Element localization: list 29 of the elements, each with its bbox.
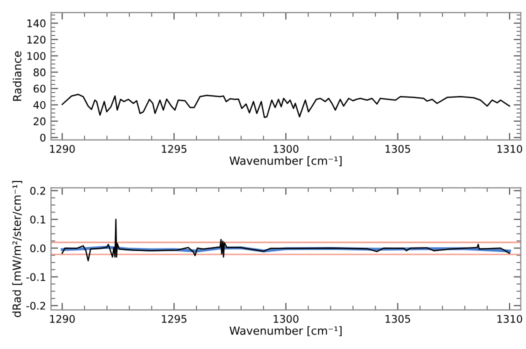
y-tick-label: -0.1 [26, 273, 46, 281]
x-tick-label: 1290 [50, 144, 75, 153]
x-tick-label: 1300 [274, 314, 298, 323]
y-tick-label: 100 [27, 52, 46, 60]
y-tick-label: 60 [34, 84, 46, 93]
y-tick-label: -0.2 [26, 302, 46, 310]
y-tick-label: 40 [33, 101, 46, 109]
x-tick-label: 1305 [386, 144, 410, 153]
x-tick-label: 1310 [497, 314, 522, 323]
x-axis-title: Wavenumber [cm⁻¹] [230, 326, 342, 336]
y-axis-title: dRad [mW/m²/ster/cm⁻¹] [12, 180, 22, 318]
y-tick-label: 120 [27, 36, 46, 44]
x-tick-label: 1310 [497, 144, 522, 153]
line-series [62, 218, 510, 262]
y-tick-label: 20 [34, 117, 46, 126]
x-axis-title: Wavenumber [cm⁻¹] [230, 156, 342, 166]
y-axis-title: Radiance [12, 51, 22, 101]
line-series [62, 94, 510, 118]
x-tick-label: 1290 [50, 314, 75, 323]
y-tick-label: 0.0 [30, 244, 46, 252]
y-tick-label: 0.1 [30, 216, 46, 224]
x-tick-label: 1295 [162, 314, 186, 323]
x-tick-label: 1295 [162, 144, 186, 153]
x-tick-label: 1300 [274, 144, 298, 153]
y-tick-label: 0 [40, 134, 46, 142]
x-tick-label: 1305 [386, 314, 410, 323]
y-tick-label: 80 [34, 68, 46, 76]
y-tick-label: 0.2 [30, 186, 46, 195]
y-tick-label: 140 [27, 19, 46, 28]
